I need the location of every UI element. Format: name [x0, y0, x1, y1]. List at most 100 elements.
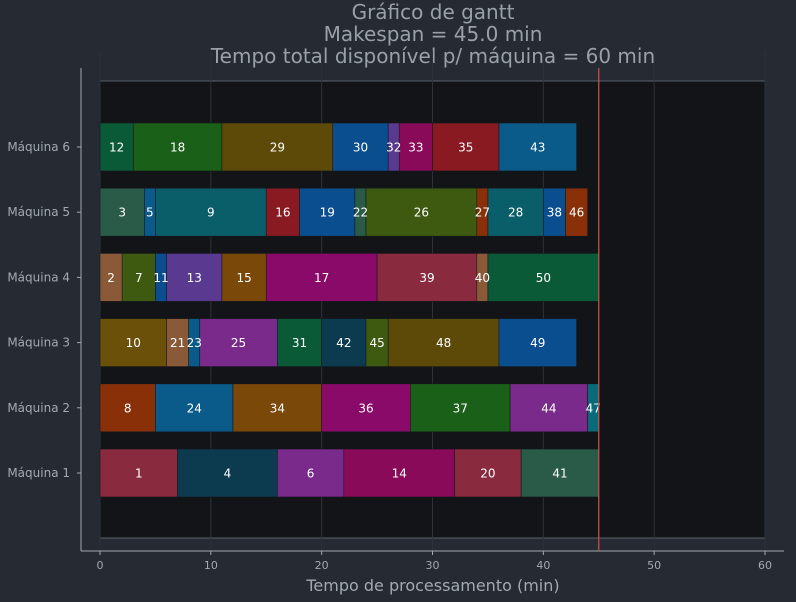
task-label: 1: [135, 467, 143, 481]
task-bar: [509, 383, 588, 433]
x-tick-label: 20: [315, 559, 329, 572]
task-label: 41: [552, 467, 567, 481]
x-tick-label: 10: [204, 559, 218, 572]
y-tick-label: Máquina 5: [7, 205, 70, 219]
task-label: 42: [336, 336, 351, 350]
task-label: 35: [458, 141, 473, 155]
task-label: 17: [314, 271, 329, 285]
task-label: 36: [358, 401, 373, 415]
task-bar: [155, 383, 234, 433]
x-axis-label: Tempo de processamento (min): [305, 576, 559, 595]
task-bar: [277, 318, 322, 367]
task-label: 2: [107, 271, 115, 285]
y-tick-label: Máquina 2: [7, 401, 70, 415]
task-label: 13: [187, 271, 202, 285]
task-label: 39: [419, 271, 434, 285]
task-bar: [376, 253, 478, 302]
task-bar: [132, 122, 223, 172]
task-bar: [565, 187, 588, 237]
task-bar: [332, 122, 389, 172]
task-label: 25: [231, 336, 246, 350]
task-label: 50: [536, 271, 551, 285]
task-label: 29: [270, 141, 285, 155]
task-label: 19: [320, 206, 335, 220]
task-bar: [99, 318, 167, 367]
task-label: 5: [146, 206, 154, 220]
task-label: 38: [547, 206, 562, 220]
task-label: 28: [508, 206, 523, 220]
task-label: 6: [307, 467, 315, 481]
y-tick-label: Máquina 1: [7, 466, 70, 480]
title-line-2: Makespan = 45.0 min: [324, 22, 543, 46]
task-label: 44: [541, 401, 556, 415]
task-bar: [232, 383, 322, 433]
task-label: 33: [408, 141, 423, 155]
task-label: 46: [569, 206, 584, 220]
task-bar: [299, 187, 356, 237]
task-label: 7: [135, 271, 143, 285]
task-label: 49: [530, 336, 545, 350]
task-bar: [221, 253, 267, 302]
y-tick-label: Máquina 6: [7, 140, 70, 154]
task-label: 24: [187, 401, 202, 415]
task-label: 16: [275, 206, 290, 220]
x-tick-label: 30: [426, 559, 440, 572]
task-label: 31: [292, 336, 307, 350]
task-label: 14: [392, 467, 407, 481]
task-bar: [432, 122, 500, 172]
task-label: 43: [530, 141, 545, 155]
task-label: 11: [153, 271, 168, 285]
task-bar: [454, 448, 522, 498]
task-bar: [498, 318, 577, 367]
task-bar: [99, 383, 156, 433]
task-bar: [498, 122, 577, 172]
task-label: 22: [353, 206, 368, 220]
task-bar: [265, 187, 300, 237]
bars: [99, 122, 600, 498]
task-label: 27: [475, 206, 490, 220]
x-tick-label: 0: [97, 559, 104, 572]
task-label: 34: [270, 401, 285, 415]
task-bar: [321, 318, 367, 367]
task-bar: [99, 448, 178, 498]
task-bar: [321, 383, 411, 433]
task-label: 20: [480, 467, 495, 481]
task-label: 12: [109, 141, 124, 155]
task-bar: [155, 187, 267, 237]
task-label: 32: [386, 141, 401, 155]
task-bar: [177, 448, 278, 498]
task-label: 18: [170, 141, 185, 155]
task-bar: [487, 253, 600, 302]
title-line-1: Gráfico de gantt: [352, 0, 515, 24]
task-bar: [265, 253, 378, 302]
task-label: 3: [118, 206, 126, 220]
x-tick-label: 40: [536, 559, 550, 572]
x-tick-label: 60: [758, 559, 772, 572]
task-label: 8: [124, 401, 132, 415]
task-label: 48: [436, 336, 451, 350]
task-bar: [487, 187, 544, 237]
y-tick-label: Máquina 4: [7, 270, 70, 284]
task-label: 26: [414, 206, 429, 220]
task-bar: [520, 448, 600, 498]
y-tick-label: Máquina 3: [7, 336, 70, 350]
task-label: 9: [207, 206, 215, 220]
task-bar: [343, 448, 455, 498]
task-label: 37: [453, 401, 468, 415]
task-label: 45: [369, 336, 384, 350]
x-tick-label: 50: [647, 559, 661, 572]
task-label: 15: [236, 271, 251, 285]
task-label: 47: [586, 401, 601, 415]
task-bar: [277, 448, 345, 498]
task-bar: [99, 122, 134, 172]
task-label: 4: [224, 467, 232, 481]
task-label: 30: [353, 141, 368, 155]
task-bar: [410, 383, 511, 433]
task-bar: [99, 187, 145, 237]
task-label: 10: [126, 336, 141, 350]
task-bar: [398, 122, 433, 172]
task-label: 21: [170, 336, 185, 350]
